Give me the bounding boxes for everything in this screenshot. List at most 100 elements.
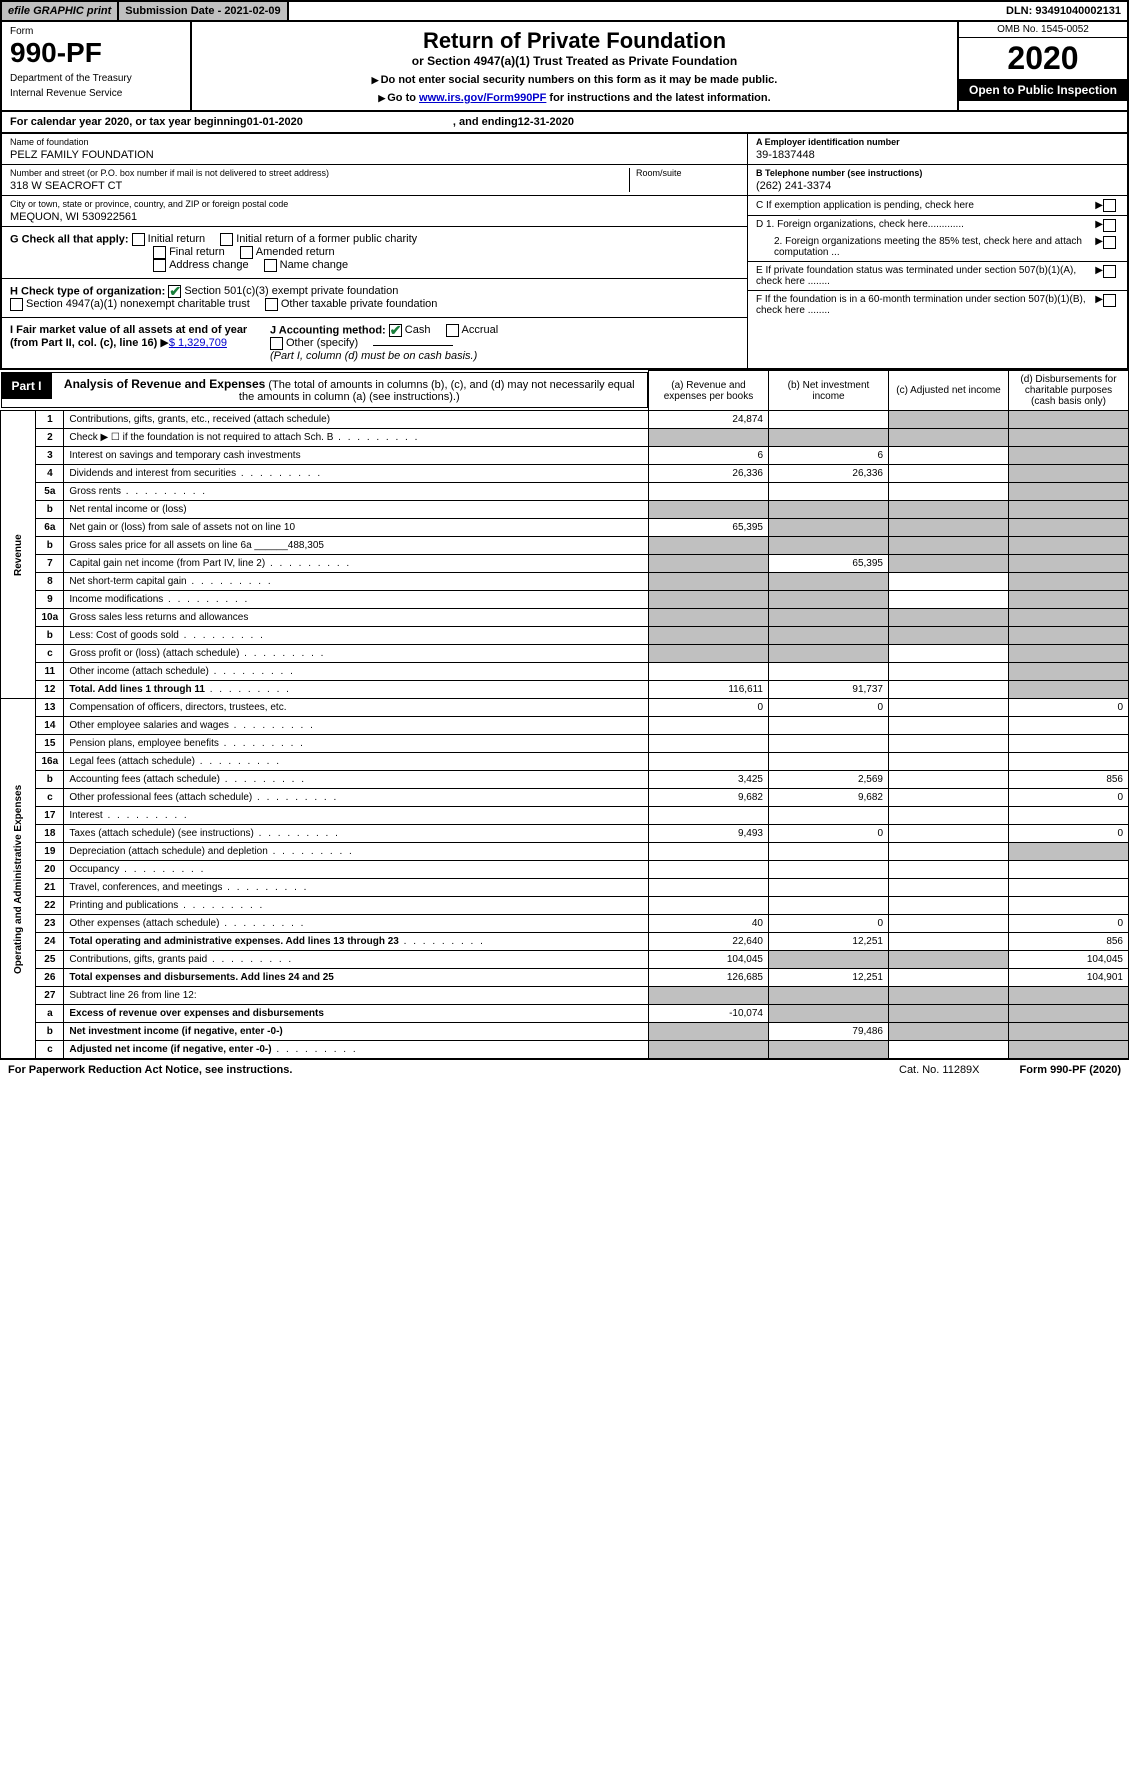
table-row: 19Depreciation (attach schedule) and dep…: [1, 843, 1129, 861]
cb-initial-former[interactable]: [220, 233, 233, 246]
line-description: Other professional fees (attach schedule…: [64, 789, 649, 807]
cell-grey: [649, 429, 769, 447]
line-number: 6a: [36, 519, 64, 537]
cell-grey: [649, 627, 769, 645]
cell-grey: [1009, 1041, 1129, 1059]
cell-grey: [1009, 681, 1129, 699]
cell-grey: [889, 951, 1009, 969]
cb-501c3[interactable]: [168, 285, 181, 298]
tel-label: B Telephone number (see instructions): [756, 168, 1119, 178]
form-link[interactable]: www.irs.gov/Form990PF: [419, 92, 546, 104]
instruction-2: Go to www.irs.gov/Form990PF for instruct…: [198, 92, 951, 104]
col-d-header: (d) Disbursements for charitable purpose…: [1009, 371, 1129, 411]
cell-value: [769, 879, 889, 897]
foundation-info: Name of foundation PELZ FAMILY FOUNDATIO…: [0, 134, 1129, 370]
cell-grey: [1009, 537, 1129, 555]
part1-label: Part I: [2, 373, 52, 399]
cell-value: 24,874: [649, 411, 769, 429]
cell-value: 40: [649, 915, 769, 933]
cell-value: 91,737: [769, 681, 889, 699]
cell-grey: [889, 627, 1009, 645]
cell-value: [1009, 879, 1129, 897]
cell-grey: [649, 1041, 769, 1059]
cell-value: [1009, 753, 1129, 771]
cb-4947a1[interactable]: [10, 298, 23, 311]
cell-value: [889, 735, 1009, 753]
cell-grey: [769, 627, 889, 645]
page-footer: For Paperwork Reduction Act Notice, see …: [0, 1059, 1129, 1080]
cell-value: 104,901: [1009, 969, 1129, 987]
cb-60month[interactable]: [1103, 294, 1116, 307]
cell-grey: [1009, 987, 1129, 1005]
cell-grey: [889, 411, 1009, 429]
cb-amended-return[interactable]: [240, 246, 253, 259]
line-number: 12: [36, 681, 64, 699]
line-number: b: [36, 771, 64, 789]
line-description: Net rental income or (loss): [64, 501, 649, 519]
telephone: (262) 241-3374: [756, 180, 1119, 192]
addr-label: Number and street (or P.O. box number if…: [10, 168, 629, 178]
cell-value: [769, 735, 889, 753]
cell-grey: [1009, 501, 1129, 519]
cell-grey: [889, 501, 1009, 519]
line-number: 13: [36, 699, 64, 717]
cb-foreign-85[interactable]: [1103, 236, 1116, 249]
cb-foreign-org[interactable]: [1103, 219, 1116, 232]
cell-grey: [649, 1023, 769, 1041]
table-row: bNet investment income (if negative, ent…: [1, 1023, 1129, 1041]
cell-value: 104,045: [1009, 951, 1129, 969]
line-number: 27: [36, 987, 64, 1005]
table-row: cOther professional fees (attach schedul…: [1, 789, 1129, 807]
line-description: Total expenses and disbursements. Add li…: [64, 969, 649, 987]
line-number: c: [36, 1041, 64, 1059]
table-row: aExcess of revenue over expenses and dis…: [1, 1005, 1129, 1023]
cell-value: [889, 807, 1009, 825]
cb-exemption-pending[interactable]: [1103, 199, 1116, 212]
table-row: cGross profit or (loss) (attach schedule…: [1, 645, 1129, 663]
cb-final-return[interactable]: [153, 246, 166, 259]
line-description: Less: Cost of goods sold: [64, 627, 649, 645]
cell-grey: [1009, 465, 1129, 483]
line-number: 14: [36, 717, 64, 735]
cb-accrual[interactable]: [446, 324, 459, 337]
year-begin: 01-01-2020: [247, 116, 303, 128]
line-number: 17: [36, 807, 64, 825]
efile-label: efile GRAPHIC print: [2, 2, 117, 20]
submission-date: Submission Date - 2021-02-09: [117, 2, 288, 20]
cell-grey: [649, 537, 769, 555]
cell-grey: [889, 1005, 1009, 1023]
cell-grey: [1009, 843, 1129, 861]
line-number: 7: [36, 555, 64, 573]
cb-other-taxable[interactable]: [265, 298, 278, 311]
table-row: 20Occupancy: [1, 861, 1129, 879]
line-number: b: [36, 1023, 64, 1041]
cell-value: 6: [649, 447, 769, 465]
fmv-value[interactable]: $ 1,329,709: [169, 337, 227, 349]
cell-value: 9,493: [649, 825, 769, 843]
cb-initial-return[interactable]: [132, 233, 145, 246]
cb-cash[interactable]: [389, 324, 402, 337]
part1-title: Analysis of Revenue and Expenses (The to…: [52, 373, 647, 407]
cb-other-method[interactable]: [270, 337, 283, 350]
cell-value: 0: [769, 699, 889, 717]
cell-value: 9,682: [769, 789, 889, 807]
dln: DLN: 93491040002131: [1000, 2, 1127, 20]
cell-grey: [649, 987, 769, 1005]
line-number: 10a: [36, 609, 64, 627]
cb-name-change[interactable]: [264, 259, 277, 272]
cell-value: [769, 861, 889, 879]
ein: 39-1837448: [756, 149, 1119, 161]
cell-grey: [1009, 429, 1129, 447]
line-description: Gross profit or (loss) (attach schedule): [64, 645, 649, 663]
cell-value: [1009, 717, 1129, 735]
line-number: 9: [36, 591, 64, 609]
calendar-year-row: For calendar year 2020, or tax year begi…: [0, 112, 1129, 134]
cell-value: [889, 483, 1009, 501]
cb-terminated[interactable]: [1103, 265, 1116, 278]
line-description: Interest on savings and temporary cash i…: [64, 447, 649, 465]
cb-address-change[interactable]: [153, 259, 166, 272]
foundation-city: MEQUON, WI 530922561: [10, 211, 739, 223]
section-g: G Check all that apply: Initial return I…: [2, 227, 747, 279]
table-row: 8Net short-term capital gain: [1, 573, 1129, 591]
cell-grey: [1009, 519, 1129, 537]
